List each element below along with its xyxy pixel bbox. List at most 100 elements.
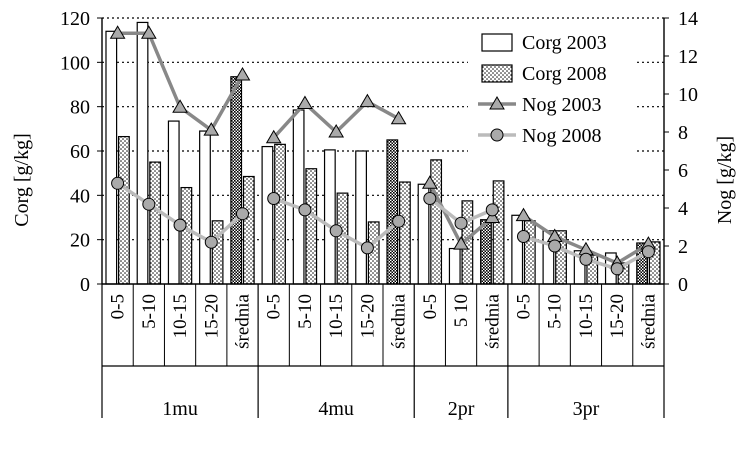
x-tick-label: 5-10 — [295, 294, 316, 329]
group-label: 4mu — [318, 398, 354, 420]
y-tick-label-right: 10 — [678, 84, 698, 106]
lines — [109, 25, 657, 276]
marker-nog-2003 — [265, 129, 282, 144]
marker-nog-2008 — [454, 216, 468, 230]
y-tick-label-right: 2 — [678, 236, 688, 258]
marker-nog-2003 — [234, 67, 251, 81]
bar-corg-2008 — [180, 186, 193, 285]
marker-nog-2008 — [173, 218, 187, 232]
y-tick-label-left: 80 — [70, 97, 90, 119]
x-tick-label: 10-15 — [576, 294, 597, 338]
legend-label: Corg 2008 — [522, 63, 607, 85]
marker-nog-2003 — [172, 99, 188, 113]
bar-corg-2008 — [149, 161, 162, 285]
y-tick-label-right: 0 — [678, 274, 688, 296]
x-tick-label: 10-15 — [170, 294, 191, 338]
bar-corg-2003 — [355, 150, 367, 285]
bar-corg-2003 — [167, 120, 180, 285]
bar-corg-2003 — [292, 109, 305, 285]
x-tick-label: 15-20 — [607, 294, 628, 338]
bar-corg-2008 — [274, 143, 286, 285]
y-tick-label-right: 8 — [678, 122, 688, 144]
bar-corg-2008 — [430, 159, 443, 285]
group-label: 3pr — [573, 398, 600, 420]
marker-nog-2008 — [360, 241, 374, 255]
line-nog-2008 — [116, 181, 244, 245]
marker-nog-2003 — [203, 122, 220, 136]
bar-corg-2008 — [118, 135, 130, 285]
bar-corg-2003 — [199, 130, 211, 285]
marker-nog-2008 — [423, 192, 437, 205]
y-tick-label-right: 6 — [678, 160, 688, 182]
marker-nog-2003 — [359, 93, 376, 108]
bar-corg-2003 — [105, 30, 118, 285]
marker-nog-2008 — [485, 203, 499, 217]
tick-labels: 0 20 40 60 80 100 120 0 2 4 6 8 10 12 14 — [60, 8, 698, 296]
legend-marker-nog-2008 — [490, 128, 504, 142]
x-tick-label: 0-5 — [108, 294, 129, 319]
y-tick-label-left: 40 — [70, 185, 90, 207]
marker-nog-2008 — [548, 239, 562, 253]
line-nog-2003 — [117, 31, 245, 133]
bar-corg-2003 — [323, 149, 336, 285]
group-label: 1mu — [162, 398, 198, 420]
bar-corg-2003 — [511, 214, 524, 285]
x-tick-label: 0-5 — [420, 294, 441, 319]
y-tick-label-left: 100 — [60, 52, 90, 74]
marker-nog-2003 — [328, 124, 345, 138]
x-tick-label: 5-10 — [545, 294, 566, 329]
axes — [97, 17, 669, 418]
x-tick-label: średnia — [482, 293, 503, 348]
marker-nog-2003 — [515, 207, 532, 222]
bar-corg-2008 — [242, 175, 255, 285]
bar-corg-2008 — [492, 180, 505, 285]
marker-nog-2008 — [517, 230, 530, 243]
marker-nog-2008 — [298, 203, 312, 217]
x-tick-label: 5 10 — [451, 294, 472, 327]
y-tick-label-left: 20 — [70, 230, 90, 252]
x-tick-label: średnia — [638, 293, 659, 348]
bar-corg-2008 — [399, 181, 411, 285]
marker-nog-2003 — [390, 110, 407, 125]
marker-nog-2008 — [392, 214, 406, 228]
marker-nog-2008 — [111, 176, 125, 190]
y-axis-label-right: Nog [g/kg] — [714, 136, 736, 224]
x-tick-label: 0-5 — [514, 294, 535, 319]
marker-nog-2003 — [453, 236, 469, 250]
marker-nog-2003 — [484, 209, 501, 223]
x-tick-label: 15-20 — [357, 294, 378, 338]
bar-corg-2008 — [305, 168, 318, 285]
legend-swatch-corg-2003 — [481, 33, 513, 52]
x-tick-label: średnia — [233, 293, 254, 348]
bar-corg-2003 — [386, 139, 399, 285]
marker-nog-2008 — [142, 197, 156, 211]
marker-nog-2003 — [109, 25, 126, 39]
marker-nog-2008 — [236, 207, 249, 221]
marker-nog-2008 — [329, 224, 343, 238]
legend-label: Nog 2008 — [522, 125, 601, 147]
y-tick-label-left: 120 — [60, 8, 90, 30]
y-axis-label-left: Corg [g/kg] — [11, 133, 33, 227]
bar-corg-2008 — [336, 192, 349, 285]
y-tick-label-left: 0 — [80, 274, 90, 296]
marker-nog-2008 — [610, 262, 624, 276]
x-tick-label: 10-15 — [326, 294, 347, 338]
x-tick-label: 0-5 — [264, 294, 285, 319]
bar-corg-2003 — [136, 21, 149, 285]
legend: Corg 2003 Corg 2008 Nog 2003 Nog 2008 — [468, 22, 636, 156]
marker-nog-2008 — [267, 192, 281, 205]
y-tick-label-left: 60 — [70, 141, 90, 163]
x-tick-label: średnia — [389, 293, 410, 348]
x-tick-label: 5-10 — [139, 294, 160, 329]
bars — [105, 21, 661, 285]
marker-nog-2003 — [297, 95, 313, 109]
marker-nog-2003 — [421, 175, 438, 189]
legend-swatch-corg-2008 — [481, 64, 513, 83]
gridlines — [102, 17, 664, 241]
category-labels: 0-5 5-10 10-15 15-20 średnia 1mu 0-5 5-10 10-15 1… — [108, 293, 660, 420]
bar-corg-2003 — [448, 247, 461, 285]
y-tick-label-right: 4 — [678, 198, 688, 220]
legend-label: Corg 2003 — [522, 32, 607, 54]
marker-nog-2008 — [204, 235, 218, 249]
